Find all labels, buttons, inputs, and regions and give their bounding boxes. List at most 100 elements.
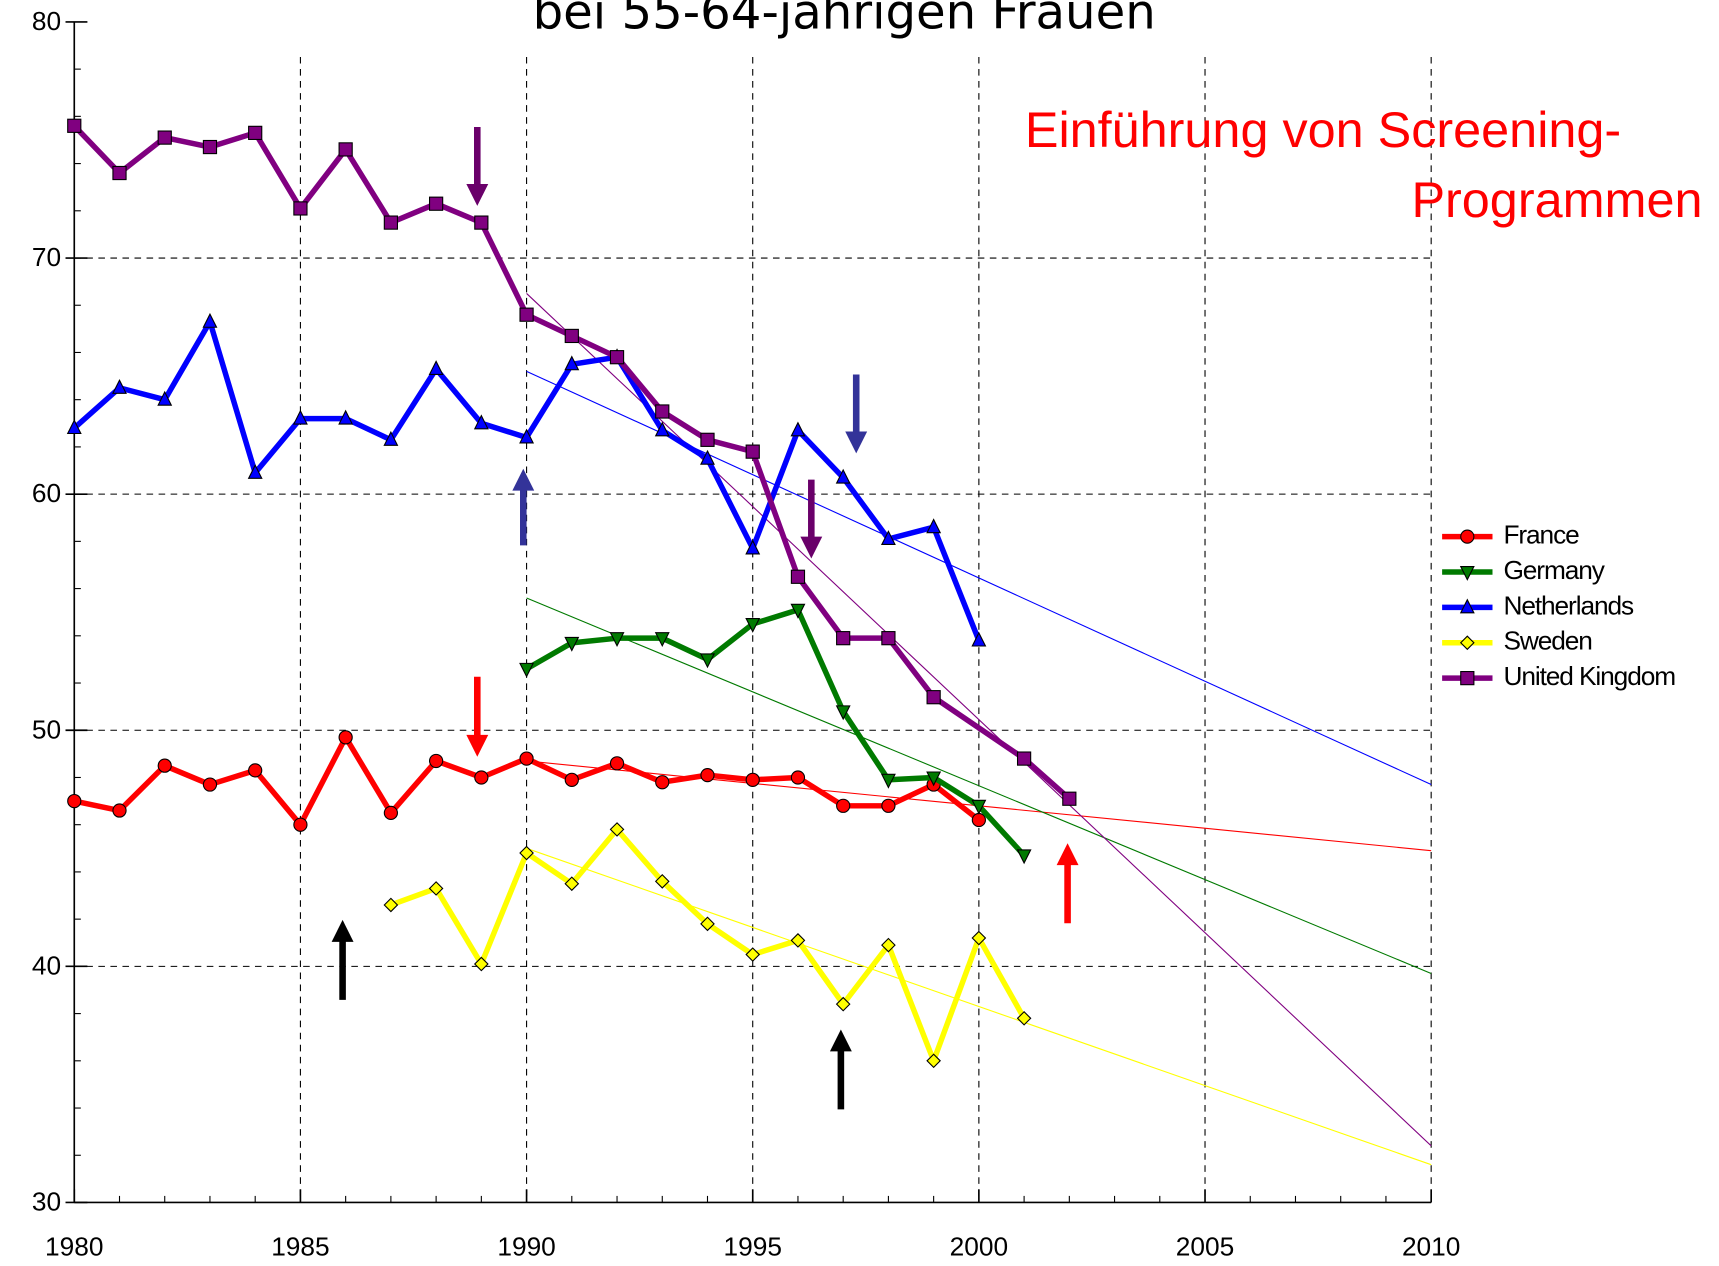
series — [67, 118, 1077, 806]
marker — [700, 432, 715, 447]
marker — [519, 751, 534, 766]
marker — [473, 414, 489, 430]
marker — [790, 569, 806, 584]
annotation: Einführung von Screening- — [1025, 101, 1621, 158]
arrow-head — [1056, 843, 1079, 866]
marker — [790, 421, 806, 437]
marker — [564, 355, 580, 371]
legend-marker — [1460, 529, 1475, 544]
marker — [383, 430, 399, 446]
arrow-head — [466, 734, 489, 757]
marker — [609, 350, 625, 365]
marker — [519, 428, 535, 444]
marker — [1062, 791, 1077, 806]
marker — [790, 603, 806, 619]
marker — [880, 773, 896, 789]
marker — [745, 617, 761, 633]
arrow-head — [829, 1029, 852, 1052]
marker — [248, 125, 263, 140]
x-tick-label: 2000 — [950, 1231, 1008, 1261]
marker — [564, 876, 580, 892]
y-tick-label: 50 — [32, 714, 61, 744]
y-tick-label: 70 — [32, 242, 61, 272]
marker — [880, 530, 896, 546]
marker — [1016, 751, 1032, 766]
marker — [971, 812, 986, 828]
marker — [293, 817, 308, 832]
legend-label: Netherlands — [1503, 590, 1634, 620]
legend-marker — [1459, 565, 1475, 581]
marker — [383, 805, 399, 821]
series — [519, 603, 1032, 865]
marker — [428, 196, 444, 211]
marker — [655, 404, 670, 419]
marker — [881, 631, 896, 646]
axes: 1980 1985 1990 1995 2000 2005 2010 30 40 50 60 70 80 — [32, 6, 1460, 1261]
legend-label: United Kingdom — [1503, 661, 1675, 691]
marker — [67, 118, 82, 133]
marker — [835, 468, 851, 484]
marker — [383, 897, 399, 913]
marker — [881, 937, 896, 953]
marker — [609, 822, 625, 837]
marker — [428, 881, 444, 896]
marker — [654, 421, 670, 437]
marker — [202, 139, 218, 155]
marker — [112, 378, 127, 394]
marker — [247, 463, 263, 479]
annotation: Programmen — [1411, 171, 1702, 228]
marker — [383, 215, 399, 230]
marker — [157, 390, 173, 406]
marker — [700, 916, 715, 932]
marker — [1016, 849, 1032, 865]
x-tick-label: 1995 — [724, 1231, 782, 1261]
marker — [564, 328, 579, 344]
marker — [428, 753, 444, 769]
marker — [519, 845, 534, 861]
arrow-head — [331, 919, 354, 942]
marker — [292, 409, 308, 425]
series — [66, 312, 987, 647]
x-tick-label: 2005 — [1176, 1231, 1234, 1261]
marker — [1016, 1010, 1032, 1026]
marker — [926, 690, 941, 705]
marker — [700, 449, 715, 465]
y-tick-label: 80 — [32, 6, 61, 36]
marker — [700, 767, 715, 783]
marker — [474, 215, 489, 230]
marker — [836, 798, 851, 813]
marker — [157, 758, 172, 773]
marker — [655, 775, 670, 790]
marker — [971, 631, 987, 647]
legend-marker — [1459, 598, 1475, 614]
line — [72, 123, 1072, 801]
marker — [745, 539, 761, 555]
legend-marker — [1460, 671, 1475, 686]
marker — [338, 142, 353, 157]
arrow-head — [466, 183, 489, 206]
x-tick-label: 1990 — [497, 1231, 555, 1261]
legend-marker — [1459, 635, 1475, 651]
trend-line — [526, 597, 1432, 974]
line — [389, 826, 1027, 1064]
marker — [654, 874, 670, 889]
marker — [971, 799, 987, 815]
marker — [519, 307, 534, 322]
y-tick-label: 30 — [32, 1187, 61, 1217]
marker — [338, 730, 353, 745]
marker — [66, 419, 82, 435]
x-tick-label: 1985 — [271, 1231, 329, 1261]
marker — [926, 518, 942, 534]
marker — [835, 705, 851, 721]
series — [67, 730, 986, 832]
chart-title: bei 55-64-jährigen Frauen — [533, 0, 1156, 40]
marker — [474, 770, 489, 785]
y-tick-label: 60 — [32, 478, 61, 508]
legend-label: Sweden — [1503, 626, 1591, 656]
marker — [836, 631, 851, 646]
marker — [202, 777, 218, 792]
marker — [926, 1053, 941, 1069]
trend-line — [526, 293, 1432, 1147]
marker — [112, 803, 127, 818]
